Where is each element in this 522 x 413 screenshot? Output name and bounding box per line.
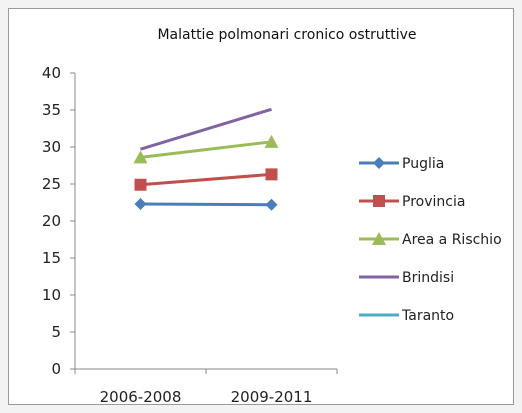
legend-marker-puglia <box>373 157 385 169</box>
line-chart: Malattie polmonari cronico ostruttive 0 5… <box>42 27 502 404</box>
legend-label-puglia: Puglia <box>402 156 444 172</box>
y-tick-label: 35 <box>42 101 61 119</box>
y-tick-label: 15 <box>42 249 61 267</box>
legend: Puglia Provincia Area a Rischio Brindisi Tar… <box>359 156 502 324</box>
legend-item-area-a-rischio: Area a Rischio <box>359 232 502 248</box>
y-tick-label: 20 <box>42 212 61 230</box>
series-line-puglia <box>140 202 272 207</box>
axes: 0 5 10 15 20 25 30 35 40 2006-2008 2009-2011 <box>42 64 338 404</box>
y-tick-label: 25 <box>42 175 61 193</box>
legend-label-area-a-rischio: Area a Rischio <box>402 232 502 248</box>
legend-item-taranto: Taranto <box>359 308 454 324</box>
series-puglia <box>134 197 278 211</box>
data-point-provincia <box>134 178 147 191</box>
data-point-area-a-rischio <box>264 134 279 148</box>
chart-title: Malattie polmonari cronico ostruttive <box>157 27 416 43</box>
y-tick-label: 40 <box>42 64 61 82</box>
legend-item-brindisi: Brindisi <box>359 270 454 286</box>
legend-marker-provincia <box>373 195 385 207</box>
data-point-area-a-rischio <box>133 150 148 164</box>
data-point-puglia <box>134 197 147 210</box>
series-layer <box>133 107 279 211</box>
y-tick-label: 5 <box>51 323 61 341</box>
legend-label-brindisi: Brindisi <box>402 270 454 286</box>
legend-item-provincia: Provincia <box>359 194 465 210</box>
series-brindisi <box>140 107 272 151</box>
chart-frame: Malattie polmonari cronico ostruttive 0 5… <box>8 8 514 405</box>
series-line-brindisi <box>140 107 272 151</box>
series-line-provincia <box>140 172 272 187</box>
data-point-puglia <box>265 198 278 211</box>
legend-item-puglia: Puglia <box>359 156 444 172</box>
y-tick-label: 10 <box>42 286 61 304</box>
series-area-a-rischio <box>133 134 279 164</box>
x-tick-label: 2009-2011 <box>231 388 313 404</box>
y-tick-label: 30 <box>42 138 61 156</box>
legend-label-taranto: Taranto <box>401 308 454 324</box>
series-line-area-a-rischio <box>140 140 272 159</box>
series-provincia <box>134 168 278 191</box>
legend-label-provincia: Provincia <box>402 194 465 210</box>
y-tick-label: 0 <box>51 360 61 378</box>
x-tick-label: 2006-2008 <box>100 388 182 404</box>
data-point-provincia <box>265 168 278 181</box>
legend-marker-area-a-rischio <box>372 232 386 245</box>
